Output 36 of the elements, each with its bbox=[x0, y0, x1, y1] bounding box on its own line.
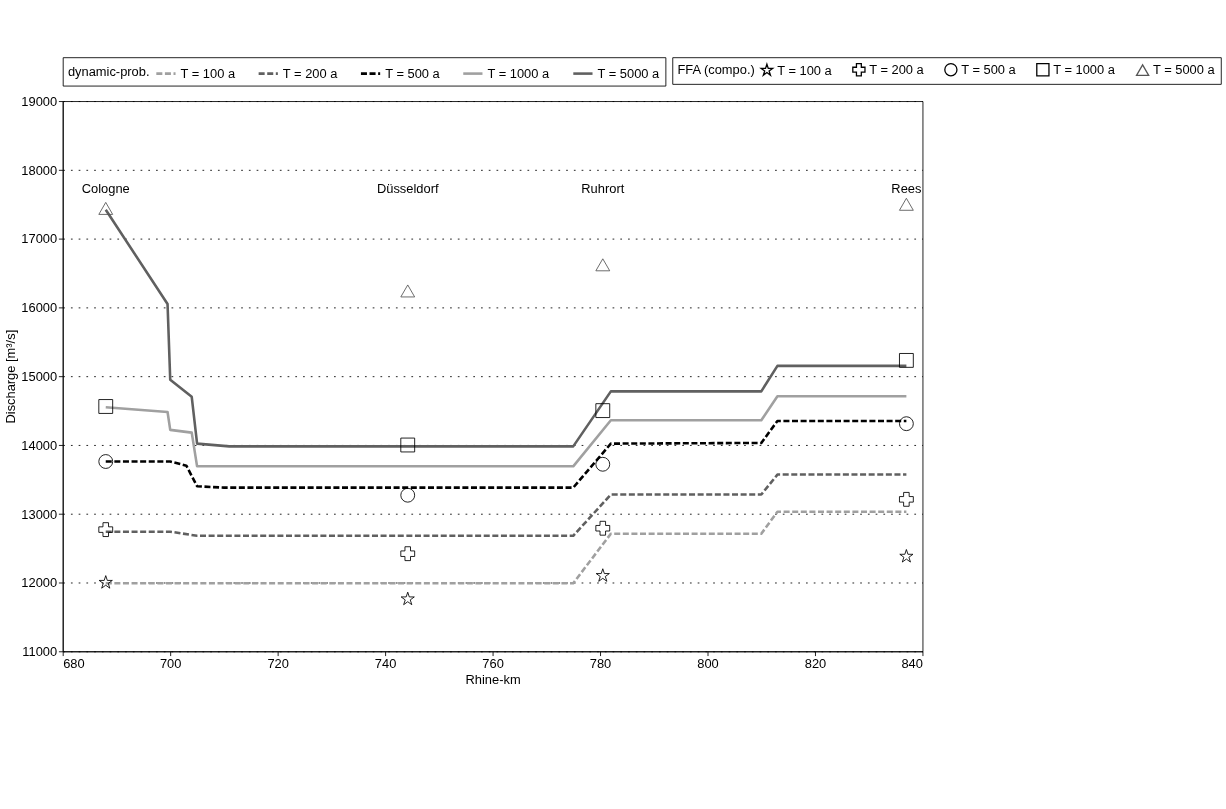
y-tick-label: 18000 bbox=[21, 162, 58, 178]
x-tick-label: 800 bbox=[697, 656, 719, 672]
legend-label: T = 500 a bbox=[385, 65, 441, 81]
annotation: Ruhrort bbox=[581, 181, 625, 197]
legend-label: T = 100 a bbox=[777, 62, 833, 78]
annotation: Rees bbox=[891, 181, 922, 197]
text: dynamic-prob. bbox=[67, 64, 150, 80]
x-tick-label: 740 bbox=[374, 656, 397, 672]
legend-label: T = 200 a bbox=[282, 65, 339, 81]
legend-label: T = 200 a bbox=[869, 62, 925, 77]
x-tick-label: 780 bbox=[589, 656, 612, 672]
legend-label: T = 5000 a bbox=[597, 65, 661, 81]
x-tick-label: 760 bbox=[482, 656, 504, 672]
y-tick-label: 19000 bbox=[21, 93, 58, 109]
legend-label: T = 5000 a bbox=[1152, 62, 1216, 78]
annotation: Düsseldorf bbox=[376, 181, 439, 197]
x-tick-label: 820 bbox=[804, 656, 827, 672]
y-axis-title: Discharge [m³/s] bbox=[3, 329, 19, 424]
x-tick-label: 720 bbox=[267, 656, 289, 672]
legend-label: T = 1000 a bbox=[487, 65, 550, 81]
y-tick-label: 16000 bbox=[21, 300, 58, 316]
annotation: Cologne bbox=[81, 181, 130, 197]
y-tick-label: 15000 bbox=[21, 368, 58, 384]
y-tick-label: 17000 bbox=[21, 231, 58, 247]
legend-label: T = 500 a bbox=[961, 62, 1017, 77]
y-tick-label: 14000 bbox=[21, 437, 58, 453]
legend-label: T = 1000 a bbox=[1053, 62, 1116, 77]
x-tick-label: 840 bbox=[901, 656, 923, 672]
x-tick-label: 700 bbox=[159, 656, 182, 672]
legend-label: T = 100 a bbox=[180, 65, 236, 81]
y-tick-label: 12000 bbox=[21, 575, 58, 591]
x-axis-title: Rhine-km bbox=[465, 672, 521, 688]
y-tick-label: 13000 bbox=[21, 506, 58, 522]
x-tick-label: 680 bbox=[63, 656, 85, 672]
y-tick-label: 11000 bbox=[22, 644, 58, 660]
text: FFA (compo.) bbox=[677, 62, 755, 78]
